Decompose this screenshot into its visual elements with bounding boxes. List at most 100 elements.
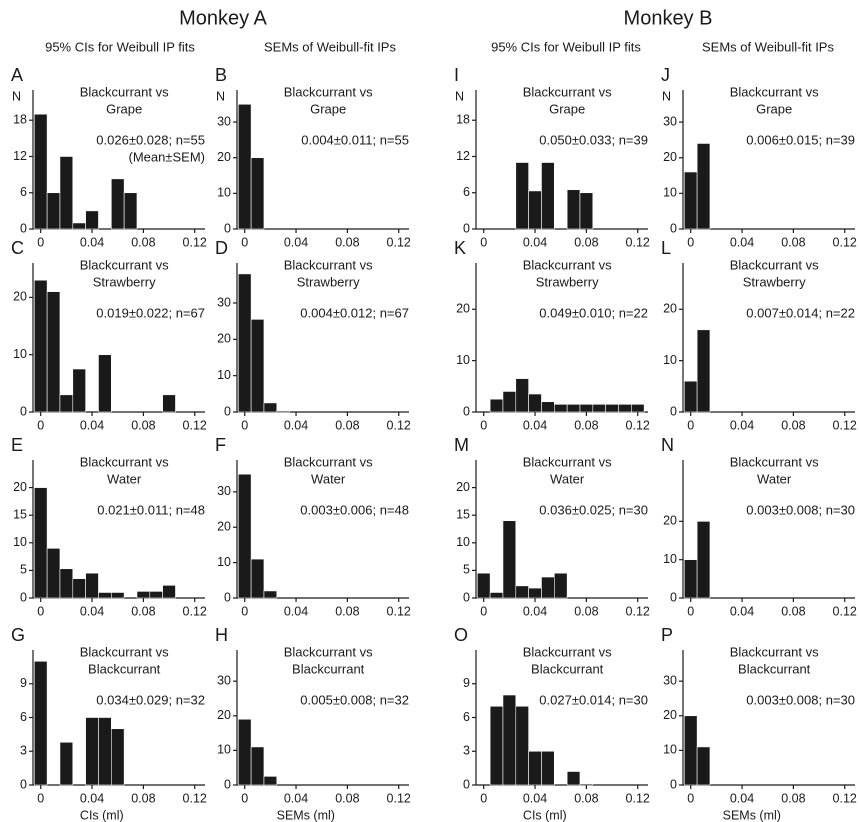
bar — [696, 521, 711, 599]
y-tick-label: 0 — [224, 404, 231, 418]
bar — [489, 398, 504, 413]
bar — [98, 354, 112, 413]
bar — [110, 592, 125, 599]
bar — [110, 728, 125, 786]
y-tick-label: 18 — [456, 113, 470, 127]
x-tick-label: 0.08 — [574, 604, 598, 618]
x-tick-label: 0.08 — [574, 418, 598, 432]
bar — [489, 705, 504, 786]
bar — [683, 559, 698, 599]
y-tick-label: 3 — [463, 744, 470, 758]
x-tick-label: 0 — [687, 791, 694, 805]
x-tick-label: 0.04 — [523, 604, 547, 618]
bar — [502, 694, 517, 786]
y-tick-label: 20 — [456, 480, 470, 494]
x-tick-label: 0.08 — [335, 418, 359, 432]
x-tick-label: 0.08 — [335, 604, 359, 618]
panel-letter: A — [11, 65, 23, 85]
panel-title: Blackcurrant vs — [284, 644, 373, 659]
annotation: 0.005±0.008; n=32 — [300, 692, 409, 707]
panel-letter: H — [215, 625, 228, 645]
panel-title: Blackcurrant vs — [730, 257, 819, 272]
y-tick-label: 0 — [20, 221, 27, 235]
x-tick-label: 0.12 — [626, 791, 650, 805]
x-tick-label: 0.12 — [833, 791, 857, 805]
panel-letter: I — [454, 65, 459, 85]
annotation: 0.049±0.010; n=22 — [539, 305, 648, 320]
y-tick-label: 20 — [663, 708, 677, 722]
y-tick-label: 6 — [463, 710, 470, 724]
y-tick-label: 30 — [217, 484, 231, 498]
annotation: 0.034±0.029; n=32 — [96, 692, 205, 707]
bar — [528, 190, 542, 230]
panel-title: Blackcurrant vs — [284, 257, 373, 272]
x-tick-label: 0.12 — [833, 235, 857, 249]
panel-title: Strawberry — [297, 274, 360, 289]
x-tick-label: 0 — [241, 791, 248, 805]
bar — [33, 660, 48, 786]
panel-title: Grape — [310, 101, 346, 116]
y-tick-label: 10 — [13, 347, 27, 361]
bar — [33, 487, 48, 599]
y-tick-label: 30 — [663, 114, 677, 128]
x-tick-label: 0.12 — [626, 418, 650, 432]
panel-letter: B — [215, 65, 227, 85]
x-tick-label: 0.08 — [574, 791, 598, 805]
y-tick-label: 0 — [463, 404, 470, 418]
panel-title: Blackcurrant vs — [80, 454, 169, 469]
bar — [149, 591, 163, 599]
annotation: 0.003±0.008; n=30 — [746, 502, 855, 517]
annotation: 0.003±0.006; n=48 — [300, 502, 409, 517]
y-tick-label: 6 — [20, 710, 27, 724]
y-tick-label: 0 — [670, 404, 677, 418]
bar — [579, 403, 594, 413]
bar — [696, 329, 711, 413]
x-tick-label: 0.12 — [387, 604, 411, 618]
y-tick-label: 0 — [224, 777, 231, 791]
x-tick-label: 0.12 — [833, 418, 857, 432]
y-tick-label: 20 — [13, 290, 27, 304]
column-header: 95% CIs for Weibull IP fits — [45, 39, 195, 54]
y-tick-label: 30 — [663, 673, 677, 687]
x-tick-label: 0 — [241, 418, 248, 432]
x-tick-label: 0.04 — [80, 604, 104, 618]
y-tick-label: 5 — [463, 563, 470, 577]
panel-letter: M — [454, 435, 469, 455]
bar — [59, 568, 74, 599]
y-tick-label: 9 — [20, 676, 27, 690]
x-tick-label: 0.12 — [387, 791, 411, 805]
bar — [541, 401, 555, 413]
x-tick-label: 0.12 — [183, 235, 207, 249]
x-tick-label: 0.04 — [523, 791, 547, 805]
x-tick-label: 0.12 — [387, 235, 411, 249]
x-tick-label: 0.08 — [131, 418, 155, 432]
y-tick-label: 10 — [217, 555, 231, 569]
bar — [618, 403, 632, 413]
bar — [566, 403, 581, 413]
y-tick-label: 0 — [463, 590, 470, 604]
bar — [489, 592, 504, 599]
panel-title: Water — [757, 471, 792, 486]
annotation: 0.004±0.011; n=55 — [301, 132, 409, 147]
x-tick-label: 0.04 — [284, 604, 308, 618]
bar — [85, 717, 99, 786]
y-tick-label: 10 — [217, 186, 231, 200]
y-tick-label: 12 — [13, 149, 27, 163]
panel-title: Blackcurrant vs — [80, 257, 169, 272]
panel-title: Water — [311, 471, 346, 486]
y-tick-label: 20 — [456, 302, 470, 316]
y-axis-label: N — [455, 89, 464, 103]
bar — [72, 368, 86, 413]
x-axis-label: CIs (ml) — [523, 808, 567, 822]
y-tick-label: 20 — [217, 332, 231, 346]
panel-letter: F — [215, 435, 226, 455]
panel-title: Blackcurrant vs — [523, 454, 612, 469]
panel-title: Blackcurrant vs — [80, 644, 169, 659]
panel-title: Blackcurrant vs — [523, 644, 612, 659]
bar — [237, 473, 252, 599]
y-tick-label: 20 — [663, 150, 677, 164]
x-tick-label: 0 — [480, 235, 487, 249]
panel-letter: L — [661, 238, 671, 258]
y-tick-label: 0 — [20, 777, 27, 791]
x-tick-label: 0.12 — [183, 791, 207, 805]
